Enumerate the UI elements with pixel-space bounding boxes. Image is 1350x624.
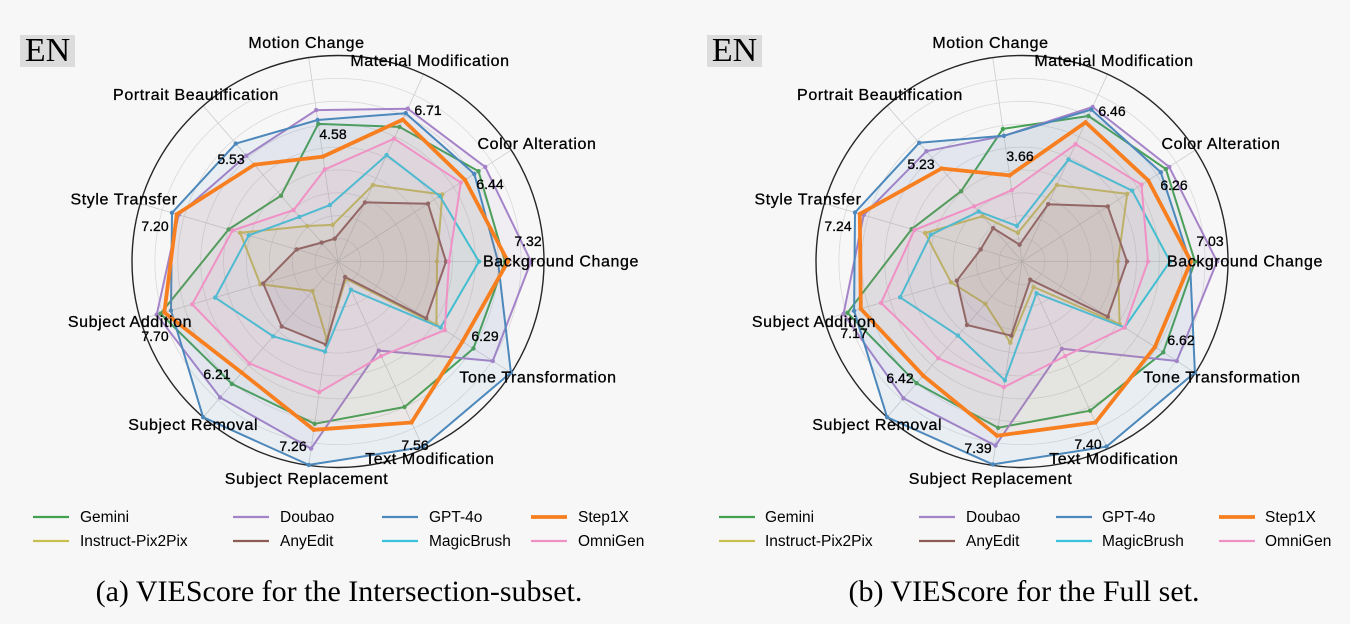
svg-text:6.29: 6.29 xyxy=(471,328,498,344)
svg-text:6.42: 6.42 xyxy=(886,370,913,386)
svg-text:Subject Addition: Subject Addition xyxy=(752,314,876,331)
svg-text:Step1X: Step1X xyxy=(578,509,630,526)
svg-text:Subject Removal: Subject Removal xyxy=(812,417,942,434)
svg-text:GPT-4o: GPT-4o xyxy=(1102,509,1155,526)
svg-text:3.66: 3.66 xyxy=(1006,148,1033,164)
svg-text:7.39: 7.39 xyxy=(964,440,991,456)
svg-text:Doubao: Doubao xyxy=(966,509,1020,526)
svg-text:7.17: 7.17 xyxy=(840,325,867,341)
svg-text:OmniGen: OmniGen xyxy=(1265,533,1331,550)
svg-text:Background Change: Background Change xyxy=(483,254,639,271)
svg-text:Background Change: Background Change xyxy=(1167,254,1323,271)
svg-text:7.20: 7.20 xyxy=(141,218,168,234)
svg-text:(b) VIEScore for the Full set.: (b) VIEScore for the Full set. xyxy=(848,575,1199,608)
svg-text:7.03: 7.03 xyxy=(1196,233,1223,249)
svg-text:MagicBrush: MagicBrush xyxy=(1102,533,1184,550)
svg-text:Doubao: Doubao xyxy=(280,509,334,526)
svg-text:Portrait Beautification: Portrait Beautification xyxy=(113,87,279,104)
svg-text:Material Modification: Material Modification xyxy=(350,53,509,70)
svg-text:6.44: 6.44 xyxy=(476,176,503,192)
svg-text:Subject Removal: Subject Removal xyxy=(128,417,258,434)
svg-text:7.26: 7.26 xyxy=(279,438,306,454)
svg-text:OmniGen: OmniGen xyxy=(578,533,644,550)
svg-text:7.24: 7.24 xyxy=(824,218,851,234)
svg-text:5.53: 5.53 xyxy=(217,151,244,167)
svg-text:(a) VIEScore for the Intersect: (a) VIEScore for the Intersection-subset… xyxy=(96,575,583,608)
svg-text:Subject Addition: Subject Addition xyxy=(68,314,192,331)
svg-text:6.46: 6.46 xyxy=(1098,103,1125,119)
svg-text:EN: EN xyxy=(712,32,757,69)
svg-text:7.70: 7.70 xyxy=(141,328,168,344)
svg-text:7.56: 7.56 xyxy=(401,437,428,453)
svg-text:Subject Replacement: Subject Replacement xyxy=(225,471,389,488)
svg-text:6.21: 6.21 xyxy=(203,366,230,382)
svg-text:Instruct-Pix2Pix: Instruct-Pix2Pix xyxy=(80,533,188,550)
svg-text:Color Alteration: Color Alteration xyxy=(478,136,597,153)
svg-text:7.40: 7.40 xyxy=(1074,436,1101,452)
svg-text:Gemini: Gemini xyxy=(80,509,129,526)
svg-text:5.23: 5.23 xyxy=(907,156,934,172)
svg-text:Tone Transformation: Tone Transformation xyxy=(459,370,616,387)
svg-text:Instruct-Pix2Pix: Instruct-Pix2Pix xyxy=(765,533,873,550)
svg-text:AnyEdit: AnyEdit xyxy=(966,533,1020,550)
svg-text:6.71: 6.71 xyxy=(414,102,441,118)
svg-text:Material Modification: Material Modification xyxy=(1034,53,1193,70)
svg-text:4.58: 4.58 xyxy=(319,126,346,142)
svg-text:MagicBrush: MagicBrush xyxy=(429,533,511,550)
svg-text:Portrait Beautification: Portrait Beautification xyxy=(797,87,963,104)
svg-text:Text Modification: Text Modification xyxy=(365,451,494,468)
svg-text:Motion Change: Motion Change xyxy=(248,35,364,52)
svg-text:GPT-4o: GPT-4o xyxy=(429,509,482,526)
svg-text:Subject Replacement: Subject Replacement xyxy=(909,471,1073,488)
svg-text:Text Modification: Text Modification xyxy=(1049,451,1178,468)
svg-text:7.32: 7.32 xyxy=(514,233,541,249)
svg-text:Step1X: Step1X xyxy=(1265,509,1317,526)
svg-text:Tone Transformation: Tone Transformation xyxy=(1143,370,1300,387)
svg-text:Style Transfer: Style Transfer xyxy=(70,192,177,209)
svg-text:Color Alteration: Color Alteration xyxy=(1162,136,1281,153)
svg-text:6.26: 6.26 xyxy=(1160,177,1187,193)
svg-text:AnyEdit: AnyEdit xyxy=(280,533,334,550)
svg-text:Style Transfer: Style Transfer xyxy=(754,192,861,209)
svg-text:6.62: 6.62 xyxy=(1167,332,1194,348)
svg-text:EN: EN xyxy=(25,32,70,69)
svg-text:Gemini: Gemini xyxy=(765,509,814,526)
svg-text:Motion Change: Motion Change xyxy=(932,35,1048,52)
